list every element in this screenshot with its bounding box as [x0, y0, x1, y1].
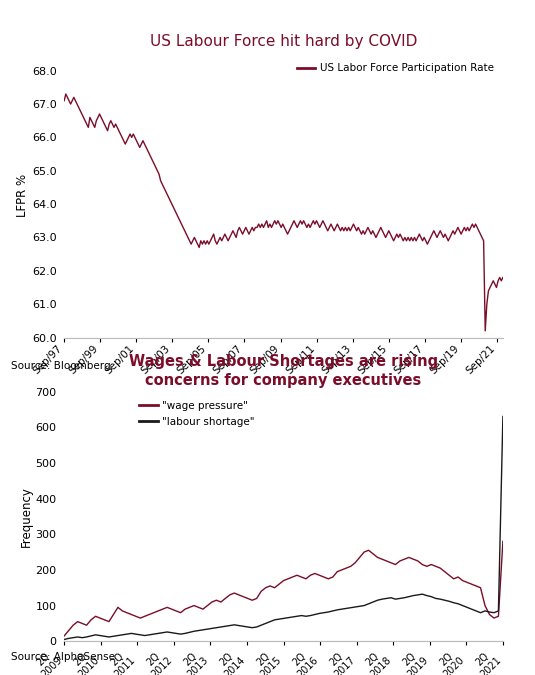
Title: Wages & Labour Shortages are rising
concerns for company executives: Wages & Labour Shortages are rising conc… [129, 354, 438, 387]
Title: US Labour Force hit hard by COVID: US Labour Force hit hard by COVID [150, 34, 417, 49]
Legend: US Labor Force Participation Rate: US Labor Force Participation Rate [293, 59, 498, 78]
Y-axis label: Frequency: Frequency [20, 486, 33, 547]
Legend: "wage pressure", "labour shortage": "wage pressure", "labour shortage" [135, 397, 259, 431]
Text: Source: Bloomberg: Source: Bloomberg [11, 361, 110, 371]
Text: Source: AlphaSense: Source: AlphaSense [11, 651, 114, 662]
Y-axis label: LFPR %: LFPR % [16, 174, 29, 217]
